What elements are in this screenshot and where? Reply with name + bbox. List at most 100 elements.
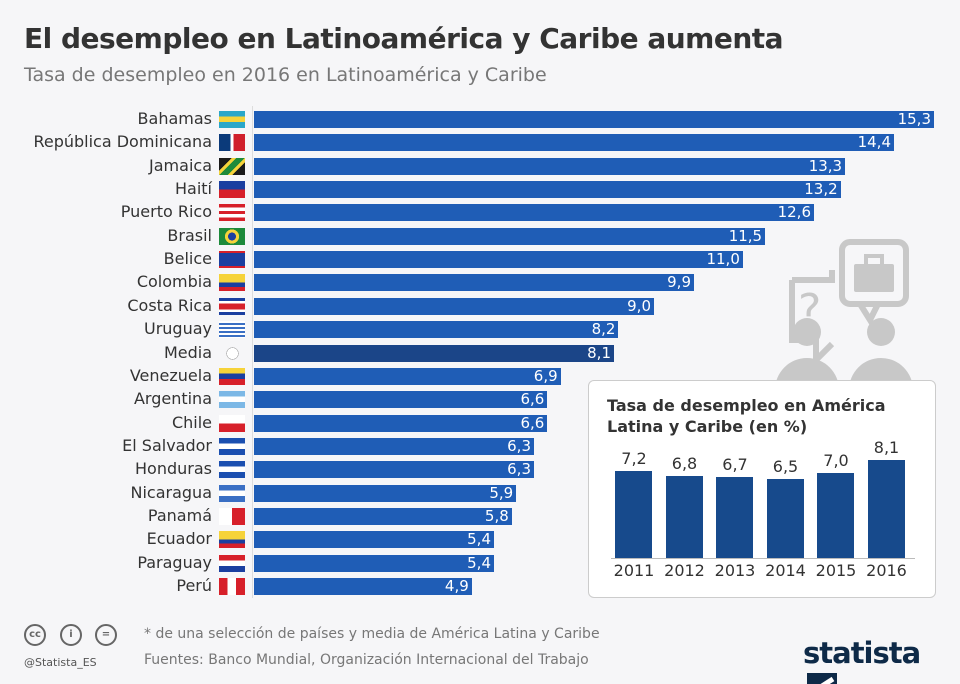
inset-baseline	[611, 558, 915, 559]
no-derivatives-icon[interactable]: =	[95, 624, 117, 646]
country-label: Colombia	[136, 272, 212, 292]
bar-value-label: 13,2	[804, 180, 838, 199]
bar-value-label: 14,4	[857, 133, 891, 152]
inset-bar-2012	[665, 475, 703, 558]
country-label: Puerto Rico	[120, 202, 212, 222]
inset-value-label: 6,5	[772, 457, 799, 477]
country-label: Haití	[175, 179, 212, 199]
bar-value-label: 5,8	[484, 506, 509, 525]
inset-bar-2013	[716, 476, 753, 558]
bar-bahamas: 15,3	[254, 111, 934, 128]
logo-text: statista	[803, 636, 921, 670]
flag-icon-ecuador	[219, 531, 245, 549]
bar-value-label: 11,5	[728, 226, 763, 245]
inset-year-label: 2016	[866, 561, 907, 580]
inset-year-label: 2012	[664, 561, 705, 580]
flag-icon-uruguay	[219, 321, 245, 339]
footnote: * de una selección de países y media de …	[144, 626, 600, 642]
flag-icon-chile	[219, 414, 245, 432]
globe-icon	[224, 344, 241, 362]
country-label: Brasil	[167, 225, 212, 245]
bar-brasil: 11,5	[254, 226, 766, 245]
chart-subtitle: Tasa de desempleo en 2016 en Latinoaméri…	[24, 64, 547, 86]
bar-jamaica: 13,3	[254, 156, 846, 175]
bar-value-label: 6,6	[520, 413, 545, 432]
bar-value-label: 12,6	[777, 203, 811, 222]
country-label: Venezuela	[129, 365, 212, 385]
bar-nicaragua: 5,9	[254, 483, 517, 502]
bar-media: 8,1	[254, 344, 614, 362]
bar-value-label: 5,9	[489, 483, 514, 502]
job-seekers-illustration: ?	[775, 239, 913, 390]
inset-bar-2016	[867, 460, 905, 558]
country-label: República Dominicana	[33, 132, 212, 152]
country-label: Media	[163, 342, 212, 362]
creative-commons-icon[interactable]: cc	[24, 624, 46, 646]
country-label: Panamá	[147, 505, 212, 525]
bar-paraguay: 5,4	[254, 553, 494, 572]
flag-icon-colombia	[219, 274, 245, 292]
bar-puerto-rico: 12,6	[254, 203, 814, 222]
bar-value-label: 13,3	[808, 156, 843, 175]
statista-logo[interactable]: statista	[803, 636, 960, 684]
bar-costa-rica: 9,0	[254, 296, 654, 315]
bar-colombia: 9,9	[254, 273, 694, 292]
chart-title: El desempleo en Latinoamérica y Caribe a…	[24, 22, 784, 55]
bar-venezuela: 6,9	[254, 367, 561, 385]
twitter-handle[interactable]: @Statista_ES	[24, 656, 97, 669]
country-label: Honduras	[135, 459, 212, 479]
bar-republica-dominicana: 14,4	[254, 133, 894, 152]
flag-icon-puerto-rico	[219, 204, 245, 222]
country-label: Argentina	[133, 389, 212, 409]
inset-bar-2014	[766, 479, 804, 558]
bar-value-label: 4,9	[444, 577, 469, 595]
inset-bar-2011	[615, 470, 652, 558]
attribution-icon[interactable]: i	[60, 624, 82, 646]
bar-value-label: 6,3	[507, 436, 531, 455]
country-label: Perú	[176, 576, 212, 595]
bar-ecuador: 5,4	[254, 531, 494, 549]
flag-icon-belice	[219, 251, 245, 269]
flag-icon-honduras	[219, 461, 245, 479]
bar-value-label: 9,0	[627, 296, 651, 315]
flag-icon-argentina	[219, 391, 245, 409]
bar-belice: 11,0	[254, 251, 743, 269]
country-label: Chile	[171, 412, 212, 432]
source-note: Fuentes: Banco Mundial, Organización Int…	[144, 652, 589, 668]
question-speech-bubble-icon: ?	[789, 270, 835, 368]
bar-value-label: 5,4	[467, 553, 491, 572]
bar-value-label: 8,2	[591, 320, 616, 339]
country-label: Jamaica	[149, 155, 212, 175]
country-label: Paraguay	[137, 552, 212, 572]
flag-icon-panama	[219, 507, 245, 525]
flag-icon-brasil	[219, 227, 245, 245]
inset-year-label: 2011	[613, 561, 655, 580]
flag-icon-venezuela	[219, 367, 245, 385]
inset-value-label: 6,8	[671, 453, 698, 473]
country-label: Belice	[163, 249, 212, 269]
country-label: Uruguay	[144, 319, 212, 339]
bar-argentina: 6,6	[254, 390, 548, 409]
country-label: Costa Rica	[127, 295, 212, 315]
bar-peru: 4,9	[254, 578, 472, 595]
bar-el-salvador: 6,3	[254, 436, 534, 455]
flag-icon-bahamas	[219, 111, 245, 128]
statista-logo-icon	[807, 673, 837, 684]
bar-value-label: 15,3	[897, 110, 931, 128]
inset-year-label: 2015	[815, 561, 857, 580]
flag-icon-republica-dominicana	[219, 134, 245, 152]
inset-value-label: 7,0	[823, 451, 849, 471]
bar-value-label: 6,3	[507, 460, 531, 479]
inset-value-label: 7,2	[621, 448, 647, 468]
flag-icon-nicaragua	[219, 484, 245, 502]
flag-icon-haiti	[219, 181, 245, 199]
inset-bar-2015	[817, 473, 854, 558]
flag-icon-el-salvador	[219, 437, 245, 455]
bar-value-label: 9,9	[667, 273, 691, 292]
country-label: Nicaragua	[130, 482, 213, 502]
inset-value-label: 8,1	[873, 438, 900, 457]
bar-value-label: 6,6	[520, 390, 545, 409]
flag-icon-jamaica	[219, 157, 245, 175]
inset-title: Tasa de desempleo en América Latina y Ca…	[607, 396, 886, 436]
